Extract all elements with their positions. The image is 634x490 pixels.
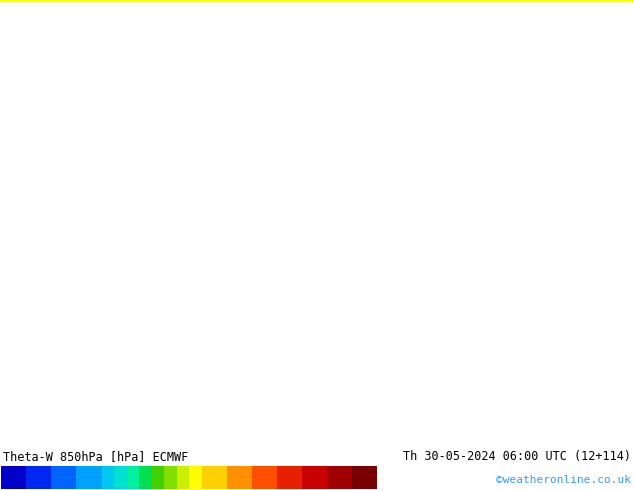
Text: Theta-W 850hPa [hPa] ECMWF: Theta-W 850hPa [hPa] ECMWF: [3, 450, 188, 463]
Bar: [302, 466, 327, 489]
Bar: [352, 466, 377, 489]
Text: Th 30-05-2024 06:00 UTC (12+114): Th 30-05-2024 06:00 UTC (12+114): [403, 450, 631, 463]
Bar: [114, 466, 127, 489]
Bar: [1, 466, 27, 489]
Bar: [202, 466, 227, 489]
Bar: [139, 466, 152, 489]
Bar: [189, 466, 202, 489]
Bar: [164, 466, 177, 489]
Bar: [227, 466, 252, 489]
Bar: [252, 466, 277, 489]
Bar: [27, 466, 51, 489]
Bar: [101, 466, 114, 489]
Bar: [51, 466, 77, 489]
Bar: [152, 466, 164, 489]
Bar: [177, 466, 189, 489]
Bar: [327, 466, 352, 489]
Bar: [127, 466, 139, 489]
Text: ©weatheronline.co.uk: ©weatheronline.co.uk: [496, 475, 631, 485]
Bar: [277, 466, 302, 489]
Bar: [77, 466, 101, 489]
